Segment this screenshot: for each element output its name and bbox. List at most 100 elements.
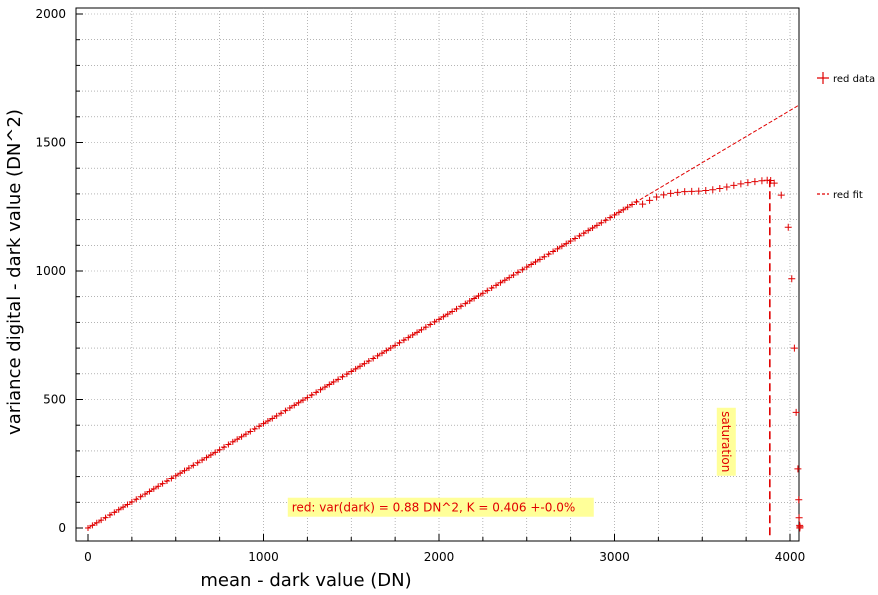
x-tick-label: 0 [84,550,92,564]
y-tick-label: 1500 [35,136,66,150]
data-point [98,517,105,524]
data-point [234,436,241,443]
data-point [321,384,328,391]
data-point [304,394,311,401]
data-point [269,415,276,422]
data-point [163,478,170,485]
data-point [357,363,364,370]
data-point [497,279,504,286]
data-point [387,345,394,352]
saturation-label-box [716,407,736,476]
data-point [795,514,803,522]
data-point [532,258,539,265]
y-tick-label: 2000 [35,7,66,21]
data-point [598,219,605,226]
data-point [462,300,469,307]
data-point [431,318,438,325]
data-point [563,240,570,247]
data-point [607,214,614,221]
data-point [790,344,798,352]
data-point [155,483,162,490]
data-point [629,201,636,208]
data-point [593,222,600,229]
fit-result-text: red: var(dark) = 0.88 DN^2, K = 0.406 +-… [292,501,575,515]
legend-label-fit: red fit [833,190,863,201]
data-point [128,498,135,505]
data-point [702,187,710,195]
plot-area [75,7,800,542]
data-point [528,261,535,268]
data-point [639,200,647,208]
data-point [796,523,804,531]
data-point [681,188,689,196]
data-point [667,189,675,197]
data-point [589,225,596,232]
data-point [449,308,456,315]
data-point [194,459,201,466]
data-point [247,428,254,435]
data-point [422,324,429,331]
data-point [660,191,668,199]
data-point [795,496,803,504]
data-point [374,352,381,359]
data-point [545,251,552,258]
data-point [264,418,271,425]
data-point [93,519,100,526]
data-point [418,326,425,333]
data-point [221,444,228,451]
data-point [695,187,703,195]
data-point [674,188,682,196]
data-point [225,441,232,448]
data-point [436,316,442,323]
data-point [471,295,478,302]
data-point [85,525,91,531]
data-point [611,211,618,218]
data-point [115,506,122,513]
data-point [343,371,350,378]
data-point [444,311,451,318]
data-point [409,331,416,338]
data-point [716,185,724,193]
y-tick-label: 1000 [35,264,66,278]
saturation-label: saturation [719,411,733,472]
data-point [352,365,359,372]
data-point [602,217,609,224]
data-point [291,402,298,409]
data-point [624,204,631,211]
data-point [510,271,517,278]
data-point [365,358,372,365]
data-point [251,425,258,432]
y-tick-label: 0 [58,521,66,535]
data-point [102,514,109,521]
data-point [794,465,802,473]
data-point [370,355,377,362]
x-tick-label: 1000 [248,550,279,564]
data-point [295,399,302,406]
data-point [730,181,738,189]
data-point [414,329,421,336]
data-point [348,368,355,375]
data-point [519,266,526,273]
annotations: red: var(dark) = 0.88 DN^2, K = 0.406 +-… [287,407,736,517]
data-point [150,485,157,492]
data-point [313,389,320,396]
data-point [541,253,548,260]
data-point [106,511,113,518]
data-point [784,223,792,231]
data-point [133,496,140,503]
data-point [777,191,785,199]
legend: red data red fit [817,72,875,201]
data-point [400,337,407,344]
data-point [744,179,752,187]
data-point [89,522,96,529]
y-tick-label: 500 [43,393,66,407]
data-point [146,488,153,495]
data-point [378,350,385,357]
data-point [168,475,175,482]
fit-result-box [287,497,594,517]
data-point [120,504,127,511]
data-point [646,196,654,204]
data-point [788,275,796,283]
legend-label-data: red data [833,74,875,85]
